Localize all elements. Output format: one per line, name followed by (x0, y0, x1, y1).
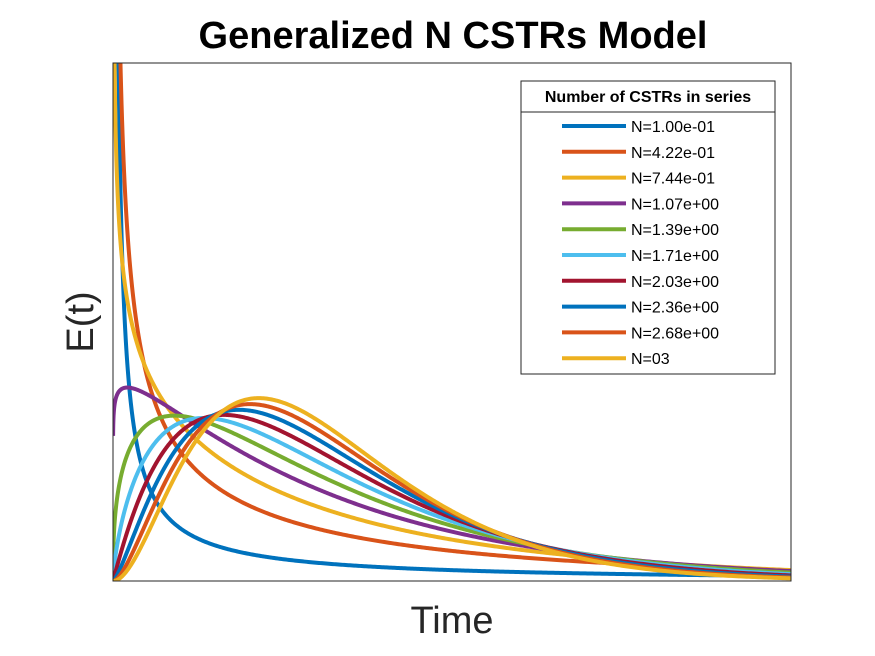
legend-label-9: N=2.68e+00 (631, 325, 719, 342)
legend-label-10: N=03 (631, 351, 670, 368)
axes-box (112, 62, 792, 582)
legend-label-4: N=1.07e+00 (631, 196, 719, 213)
legend-label-7: N=2.03e+00 (631, 274, 719, 291)
legend: Number of CSTRs in series N=1.00e-01 N=4.… (520, 80, 776, 375)
legend-label-3: N=7.44e-01 (631, 171, 715, 188)
legend-title: Number of CSTRs in series (545, 89, 751, 106)
legend-label-2: N=4.22e-01 (631, 145, 715, 162)
legend-label-1: N=1.00e-01 (631, 119, 715, 136)
chart-title: Generalized N CSTRs Model (199, 15, 708, 57)
x-axis-label: Time (410, 600, 493, 642)
series-line-10 (113, 396, 791, 581)
legend-label-5: N=1.39e+00 (631, 222, 719, 239)
legend-items: N=1.00e-01 N=4.22e-01 N=7.44e-01 N=1.07e+00… (562, 119, 719, 368)
legend-label-8: N=2.36e+00 (631, 300, 719, 317)
legend-label-6: N=1.71e+00 (631, 248, 719, 265)
y-axis-label: E(t) (60, 291, 102, 352)
series-lines (113, 63, 791, 581)
